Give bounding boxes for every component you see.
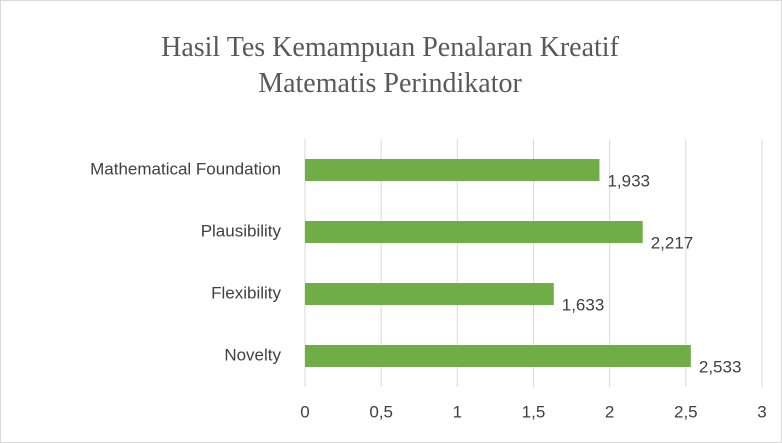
x-tick-label: 1,5 (522, 402, 546, 421)
chart-title: Hasil Tes Kemampuan Penalaran Kreatif Ma… (161, 32, 619, 99)
y-tick-label: Flexibility (211, 283, 281, 302)
x-tick-label: 0,5 (369, 402, 393, 421)
bar (305, 221, 643, 243)
y-tick-label: Plausibility (201, 221, 282, 240)
bar (305, 159, 600, 181)
value-label: 2,217 (651, 233, 694, 252)
x-tick-label: 2,5 (674, 402, 698, 421)
x-tick-label: 0 (300, 402, 309, 421)
x-tick-label: 2 (605, 402, 614, 421)
x-tick-label: 3 (757, 402, 766, 421)
x-tick-label: 1 (453, 402, 462, 421)
value-label: 1,633 (562, 295, 605, 314)
bar (305, 283, 554, 305)
y-tick-label: Novelty (224, 345, 281, 364)
value-label: 2,533 (699, 357, 742, 376)
value-label: 1,933 (607, 171, 650, 190)
bar (305, 345, 691, 367)
y-tick-label: Mathematical Foundation (90, 159, 281, 178)
